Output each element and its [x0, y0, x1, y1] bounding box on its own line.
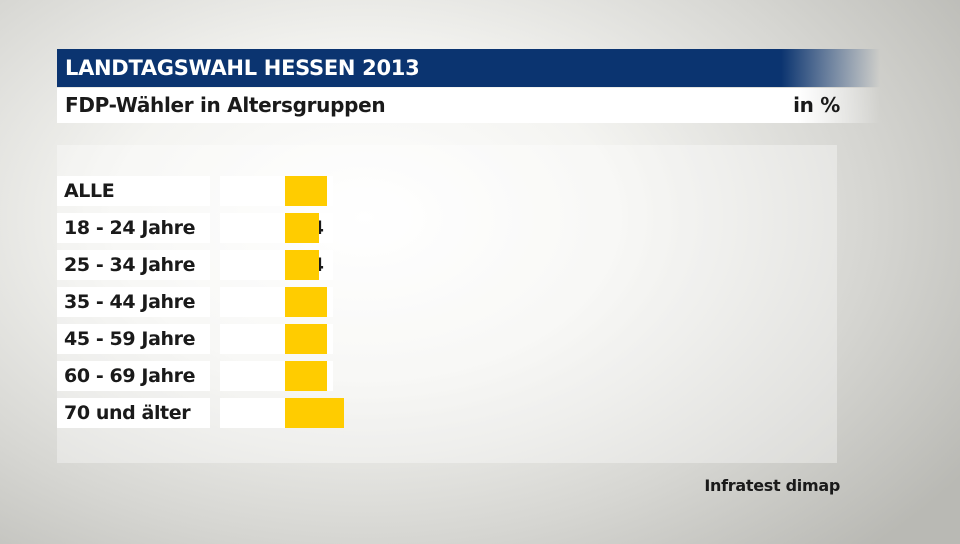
category-label: 60 - 69 Jahre [57, 361, 210, 391]
bar [285, 213, 319, 243]
chart-subtitle: FDP-Wähler in Altersgruppen [65, 93, 386, 117]
chart-subtitle-bar: FDP-Wähler in Altersgruppen in % [57, 88, 880, 123]
bar [285, 287, 327, 317]
category-label: 70 und älter [57, 398, 210, 428]
category-label: 45 - 59 Jahre [57, 324, 210, 354]
source-label: Infratest dimap [704, 476, 840, 495]
category-label: 18 - 24 Jahre [57, 213, 210, 243]
bar [285, 176, 327, 206]
category-label: 25 - 34 Jahre [57, 250, 210, 280]
bar [285, 324, 327, 354]
category-label: ALLE [57, 176, 210, 206]
bar [285, 361, 327, 391]
bar [285, 398, 344, 428]
chart-title: LANDTAGSWAHL HESSEN 2013 [57, 49, 880, 87]
category-label: 35 - 44 Jahre [57, 287, 210, 317]
bar [285, 250, 319, 280]
unit-label: in % [793, 93, 840, 117]
